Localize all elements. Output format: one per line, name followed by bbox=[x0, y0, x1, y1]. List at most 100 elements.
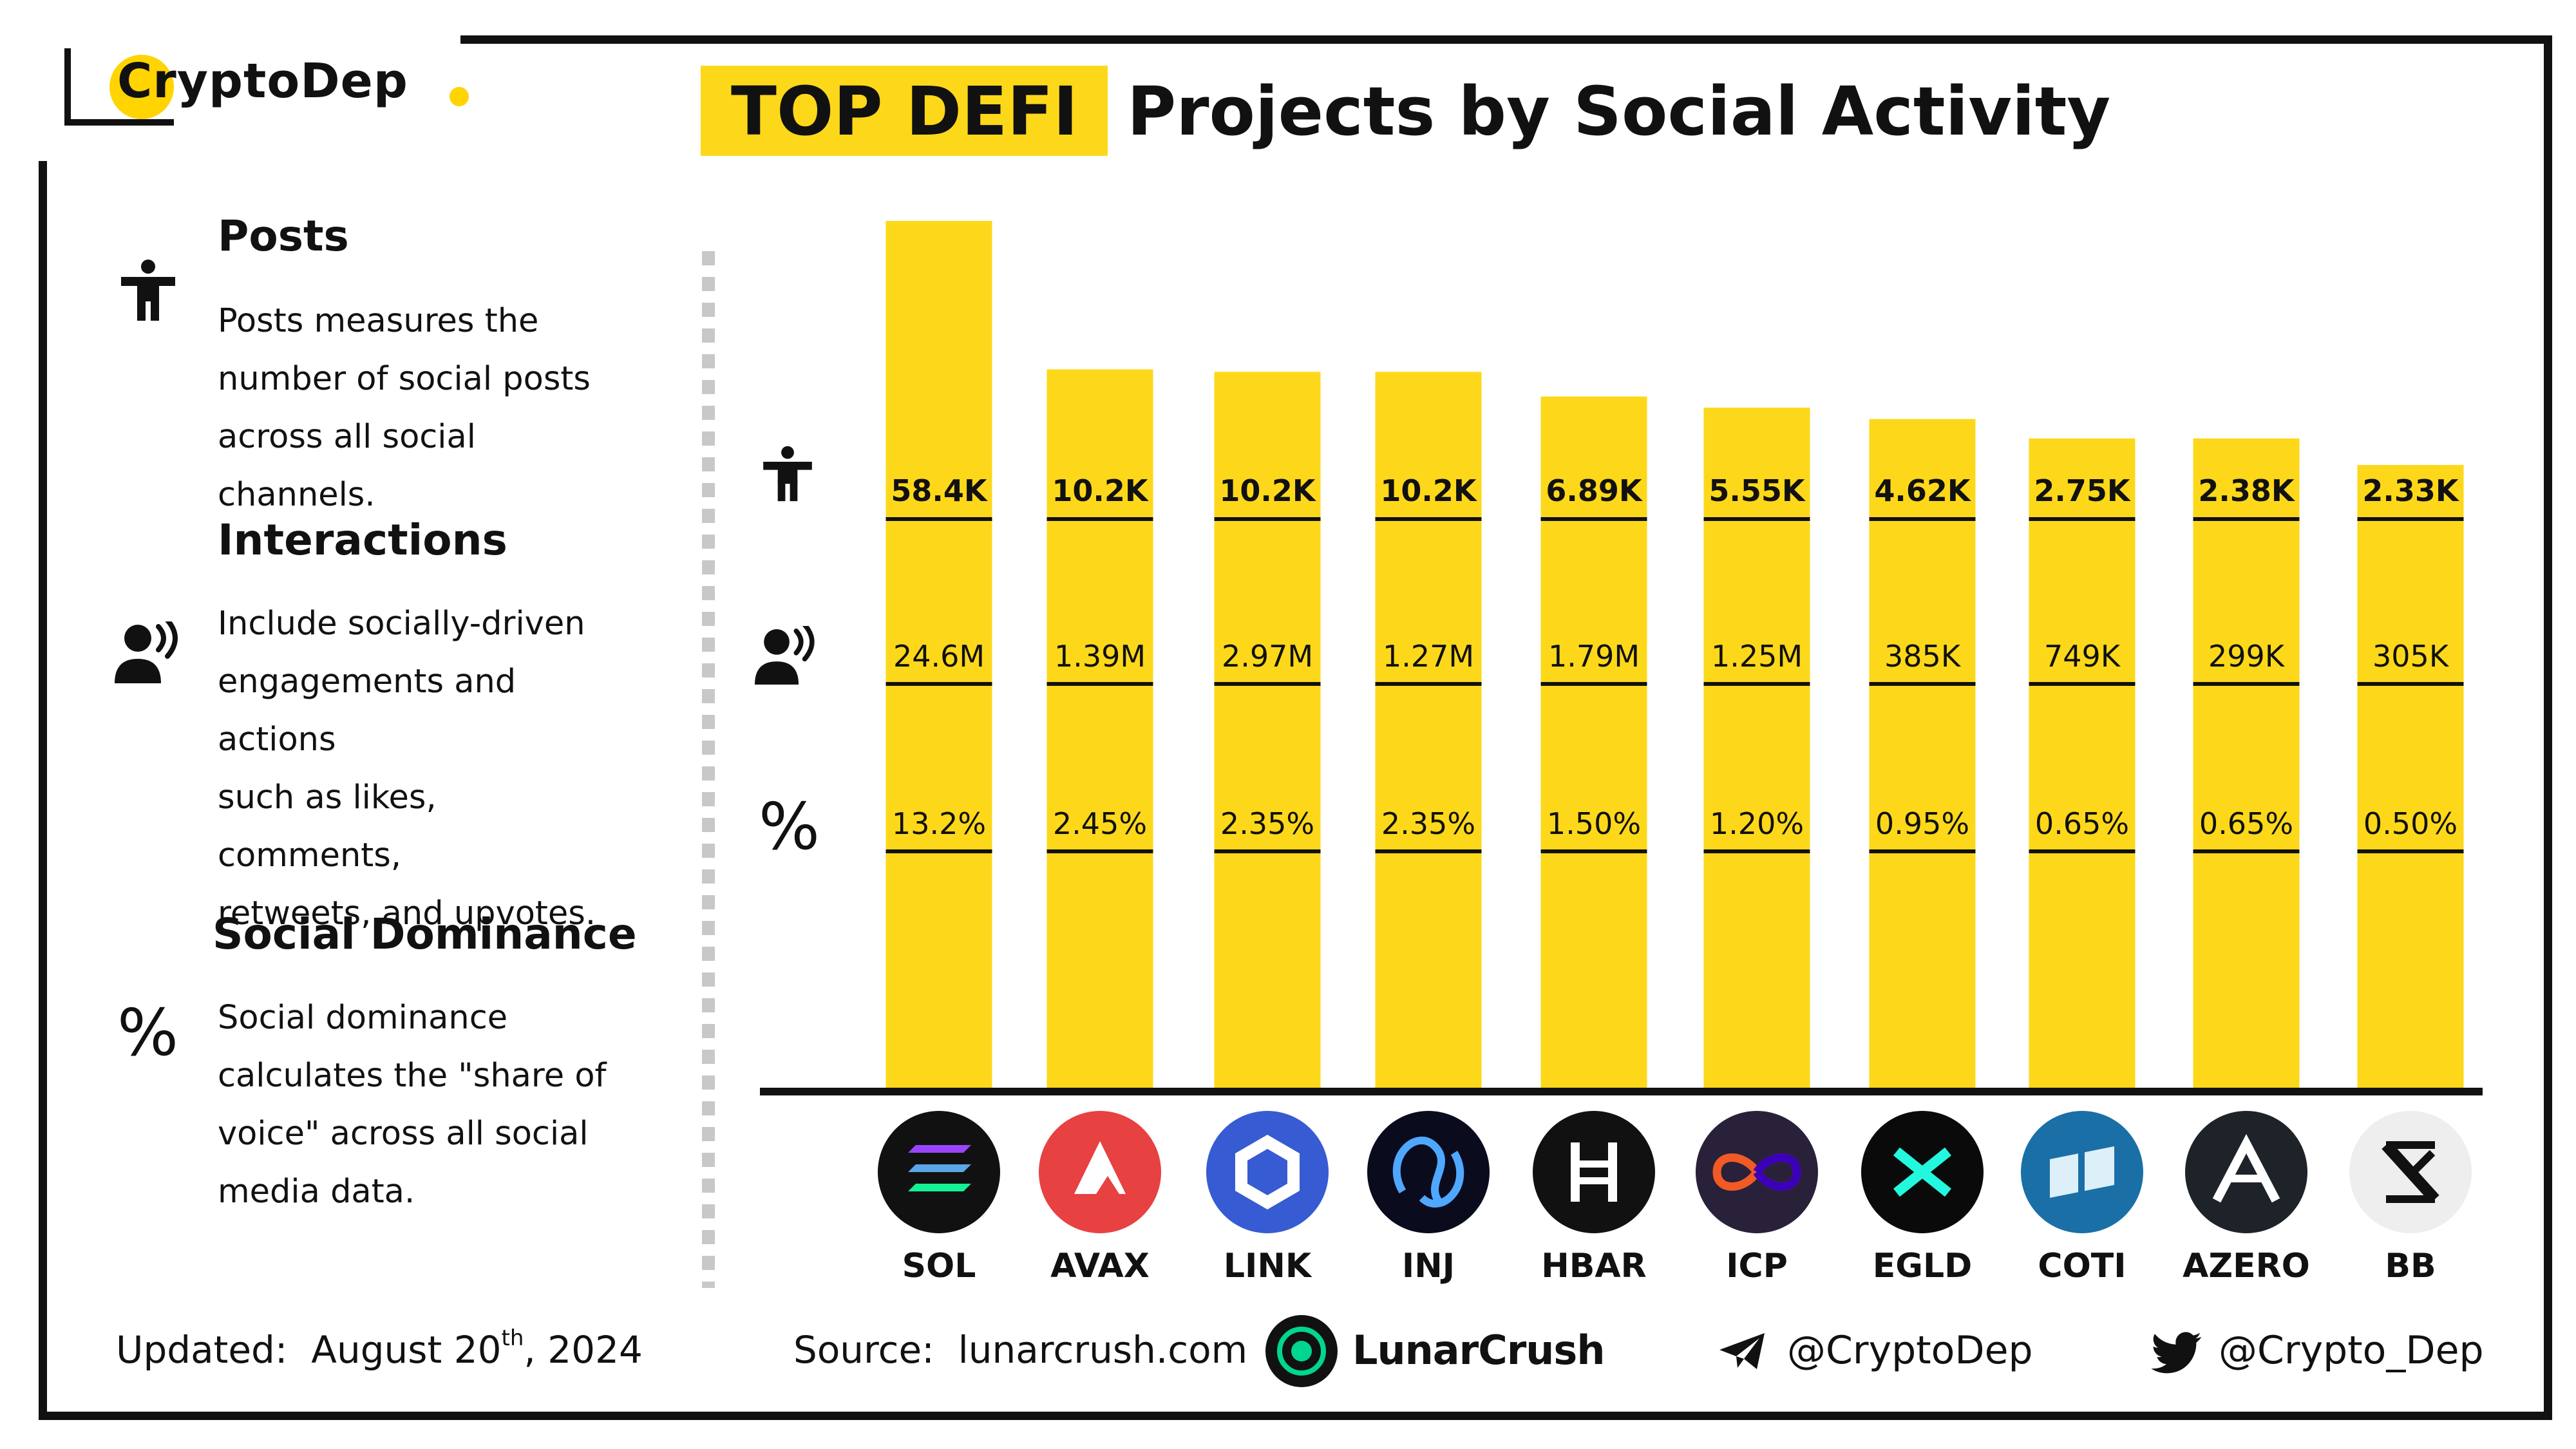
bar-avax bbox=[1046, 369, 1153, 1088]
inj-icon-glyph bbox=[1392, 1136, 1464, 1208]
bar-egld bbox=[1869, 419, 1976, 1088]
coti-icon-glyph bbox=[2050, 1146, 2114, 1198]
legend-line: number of social posts bbox=[218, 360, 591, 398]
source-link[interactable]: lunarcrush.com bbox=[958, 1328, 1248, 1372]
cryptodep-logo: CryptoDep bbox=[64, 48, 469, 126]
dominance-value-label: 0.50% bbox=[2363, 806, 2458, 841]
legend-line: Posts measures the bbox=[218, 302, 539, 340]
updated-date-suffix: th bbox=[501, 1325, 524, 1351]
category-label: LINK bbox=[1224, 1247, 1312, 1285]
person-icon bbox=[121, 260, 175, 321]
updated-year: , 2024 bbox=[524, 1328, 643, 1372]
updated-label: Updated: bbox=[116, 1328, 288, 1372]
sol-stripe bbox=[908, 1184, 971, 1191]
bar-hbar bbox=[1540, 396, 1647, 1088]
dominance-value-label: 0.65% bbox=[2199, 806, 2293, 841]
category-label: INJ bbox=[1402, 1247, 1455, 1285]
category-label: COTI bbox=[2038, 1247, 2126, 1285]
hbar-stem bbox=[1608, 1142, 1617, 1202]
title-highlight-box bbox=[701, 66, 1108, 156]
updated-date-text: August 20 bbox=[311, 1328, 502, 1372]
posts-value-label: 5.55K bbox=[1709, 473, 1806, 508]
dominance-value-label: 0.65% bbox=[2035, 806, 2129, 841]
legend-line: retweets, and upvotes. bbox=[218, 895, 596, 933]
link-icon-glyph bbox=[1235, 1135, 1300, 1209]
bar-icp bbox=[1703, 408, 1810, 1088]
category-label: AZERO bbox=[2183, 1247, 2310, 1285]
posts-value-label: 58.4K bbox=[891, 473, 988, 508]
bar-sol bbox=[886, 221, 992, 1088]
sol-stripe bbox=[908, 1145, 971, 1153]
lunarcrush-name: LunarCrush bbox=[1352, 1327, 1605, 1374]
posts-value-label: 10.2K bbox=[1219, 473, 1316, 508]
egld-x bbox=[1893, 1147, 1951, 1197]
category-label: EGLD bbox=[1873, 1247, 1973, 1285]
twitter-handle[interactable]: @Crypto_Dep bbox=[2219, 1328, 2484, 1373]
dominance-value-label: 0.95% bbox=[1875, 806, 1969, 841]
azero-icon-glyph bbox=[2212, 1133, 2280, 1203]
frame-border-right bbox=[2544, 35, 2552, 1420]
interactions-value-label: 2.97M bbox=[1222, 639, 1313, 674]
page-title: Projects by Social Activity bbox=[1127, 72, 2111, 151]
posts-value-label: 10.2K bbox=[1052, 473, 1149, 508]
dominance-value-label: 2.45% bbox=[1053, 806, 1147, 841]
legend-text-interactions: Include socially-driven engagements and … bbox=[218, 595, 630, 943]
category-label: SOL bbox=[902, 1247, 976, 1285]
hbar-bar bbox=[1571, 1160, 1617, 1168]
azero-chevron bbox=[2212, 1133, 2280, 1203]
legend-line: such as likes, comments, bbox=[218, 779, 437, 875]
category-label: AVAX bbox=[1050, 1247, 1150, 1285]
bar-link bbox=[1214, 372, 1321, 1088]
frame-border-left bbox=[39, 161, 47, 1420]
interactions-value-label: 299K bbox=[2208, 639, 2286, 674]
twitter-icon bbox=[2151, 1332, 2202, 1374]
interactions-row-icon bbox=[755, 626, 815, 685]
inj-wave bbox=[1392, 1136, 1445, 1208]
bb-tick bbox=[2412, 1150, 2436, 1173]
title-highlight: TOP DEFI bbox=[731, 72, 1078, 151]
sol-icon-glyph bbox=[908, 1145, 971, 1191]
legend-line: media data. bbox=[218, 1173, 415, 1211]
telegram-icon bbox=[1719, 1333, 1765, 1369]
legend-title-interactions: Interactions bbox=[218, 515, 507, 565]
legend-title-posts: Posts bbox=[218, 211, 349, 261]
telegram-handle[interactable]: @CryptoDep bbox=[1787, 1328, 2033, 1373]
link-hex-inner bbox=[1247, 1149, 1287, 1195]
bb-slash bbox=[2382, 1141, 2439, 1204]
logo-dot bbox=[450, 87, 469, 106]
dominance-row-icon: % bbox=[759, 789, 820, 864]
hbar-icon-glyph bbox=[1571, 1142, 1617, 1202]
legend-line: calculates the "share of bbox=[218, 1057, 607, 1095]
posts-value-label: 6.89K bbox=[1546, 473, 1643, 508]
avax-triangle bbox=[1074, 1141, 1126, 1194]
legend-line: Social dominance bbox=[218, 999, 508, 1037]
icp-icon-glyph bbox=[1712, 1153, 1801, 1191]
interactions-value-label: 385K bbox=[1884, 639, 1962, 674]
sol-stripe bbox=[908, 1164, 971, 1172]
posts-row-icon bbox=[763, 446, 812, 502]
frame-border-bottom bbox=[39, 1412, 2552, 1420]
source-credit: Source: lunarcrush.com bbox=[793, 1328, 1247, 1372]
hbar-stem bbox=[1571, 1142, 1580, 1202]
interactions-value-label: 24.6M bbox=[893, 639, 985, 674]
lunarcrush-icon bbox=[1265, 1315, 1338, 1387]
interactions-value-label: 1.27M bbox=[1383, 639, 1474, 674]
interactions-value-label: 305K bbox=[2372, 639, 2450, 674]
legend-title-dominance: Social Dominance bbox=[213, 909, 637, 959]
dominance-value-label: 1.20% bbox=[1710, 806, 1804, 841]
interactions-value-label: 1.39M bbox=[1054, 639, 1146, 674]
dominance-value-label: 2.35% bbox=[1381, 806, 1475, 841]
bar-coti bbox=[2029, 438, 2136, 1088]
legend-text-posts: Posts measures the number of social post… bbox=[218, 292, 630, 524]
interactions-value-label: 1.25M bbox=[1711, 639, 1803, 674]
legend-line: Include socially-driven bbox=[218, 605, 585, 643]
dominance-value-label: 2.35% bbox=[1220, 806, 1314, 841]
logo-circle bbox=[109, 55, 174, 119]
updated-date: Updated: August 20th, 2024 bbox=[116, 1325, 643, 1372]
posts-value-label: 2.38K bbox=[2198, 473, 2295, 508]
bb-icon-glyph bbox=[2382, 1141, 2439, 1204]
bar-azero bbox=[2193, 438, 2300, 1088]
legend-line: across all social channels. bbox=[218, 418, 476, 514]
source-label: Source: bbox=[793, 1328, 934, 1372]
section-divider bbox=[702, 251, 715, 1288]
